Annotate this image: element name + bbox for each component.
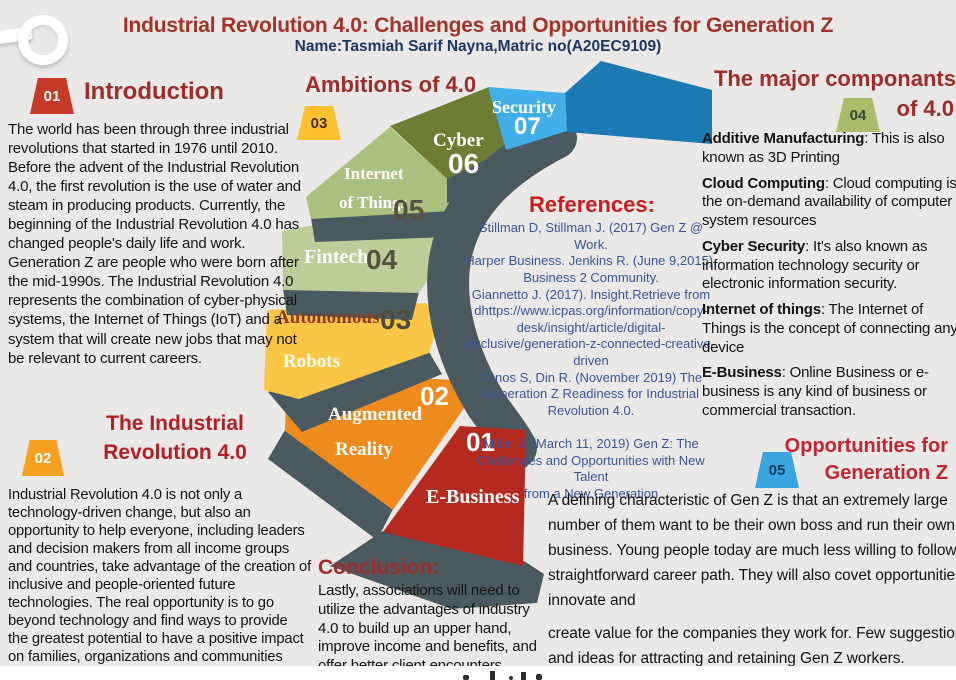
bottom-cutoff-text <box>521 672 526 680</box>
references-body: Stillman D, Stillman J. (2017) Gen Z @ W… <box>465 220 717 501</box>
components-heading-line2: of 4.0 <box>896 96 954 121</box>
step-cyber-face <box>390 87 508 179</box>
opportunities-para1: A defining characteristic of Gen Z is th… <box>548 492 956 610</box>
intro-body: The world has been through three industr… <box>8 121 301 367</box>
step-label-augmented: Augmented <box>328 404 422 425</box>
step-number-01: 01 <box>466 427 495 457</box>
bottom-cutoff-text <box>509 676 513 680</box>
step-label-robots: Robots <box>283 351 341 372</box>
components-heading-line1: The major componants <box>713 66 956 91</box>
stairs-diagram <box>264 61 712 609</box>
component-text: : Cloud computing is the on-demand avail… <box>702 174 956 230</box>
step-number-03: 03 <box>380 304 412 335</box>
stairs-top-landing <box>565 61 712 144</box>
ambitions-number-badge: 03 <box>297 106 341 140</box>
component-item-cybersecurity: Cyber Security: It's also known as infor… <box>702 238 956 294</box>
industrial-number-badge: 02 <box>22 440 64 476</box>
step-label-reality: Reality <box>335 439 394 460</box>
step-fintech-riser <box>283 289 419 320</box>
industrial-heading-line1: The Industrial <box>106 412 244 435</box>
step-ebusiness-shadow <box>330 531 544 609</box>
bottom-cutoff-text <box>536 674 542 680</box>
component-text: : Online Business or e-business is any k… <box>702 364 929 419</box>
step-label-security: Security <box>492 97 556 117</box>
component-label: Cloud Computing <box>702 174 825 192</box>
step-augmented-riser <box>268 430 393 540</box>
poster-canvas: Industrial Revolution 4.0: Challenges an… <box>0 0 956 666</box>
component-item-cloud: Cloud Computing: Cloud computing is the … <box>702 175 956 231</box>
conclusion-body: Lastly, associations will need to utiliz… <box>318 582 537 666</box>
step-number-06: 06 <box>448 148 480 179</box>
components-number-badge: 04 <box>836 98 880 132</box>
pin-icon <box>18 15 68 65</box>
step-autonomous-face <box>264 303 438 399</box>
bottom-cutoff-text <box>490 671 495 680</box>
intro-heading: Introduction <box>84 78 224 105</box>
step-iot-riser <box>311 210 452 242</box>
component-text: : It's also known as information technol… <box>702 237 928 293</box>
page-title: Industrial Revolution 4.0: Challenges an… <box>122 14 834 37</box>
step-label-ebusiness: E-Business <box>426 486 520 508</box>
ambitions-heading: Ambitions of 4.0 <box>305 72 477 97</box>
opportunities-para2: create value for the companies they work… <box>548 624 956 666</box>
step-number-07: 07 <box>514 113 541 140</box>
component-label: E-Business <box>702 364 782 382</box>
step-label-cyber: Cyber <box>433 130 484 151</box>
component-item-ebusiness: E-Business: Online Business or e-busines… <box>702 364 956 420</box>
opportunities-heading-line2: Generation Z <box>824 462 948 484</box>
step-label-fintech: Fintech <box>304 246 369 268</box>
step-label-internet: Internet <box>344 164 404 183</box>
conclusion-heading: Conclusion: <box>318 556 440 579</box>
step-iot-face <box>306 127 452 219</box>
components-list: Additive Manufacturing: This is also kno… <box>702 130 956 428</box>
step-security-riser <box>506 131 567 175</box>
component-item-additive: Additive Manufacturing: This is also kno… <box>702 130 956 168</box>
page-subtitle: Name:Tasmiah Sarif Nayna,Matric no(A20EC… <box>294 38 662 55</box>
step-ebusiness-face <box>383 426 526 566</box>
intro-number-badge: 01 <box>30 78 74 114</box>
step-number-05: 05 <box>393 194 425 225</box>
component-label: Internet of things <box>702 301 821 318</box>
bottom-cutoff-text <box>463 675 469 680</box>
industrial-heading-line2: Revolution 4.0 <box>103 441 247 464</box>
component-text: : The Internet of Things is the concept … <box>702 301 956 356</box>
industrial-body: Industrial Revolution 4.0 is not only a … <box>8 487 311 666</box>
step-label-of-things: of Things <box>339 193 408 212</box>
opportunities-number-badge: 05 <box>755 452 799 488</box>
component-item-iot: Internet of things: The Internet of Thin… <box>702 301 956 357</box>
step-number-02: 02 <box>420 381 449 411</box>
step-security-face <box>488 87 567 150</box>
opportunities-body: A defining characteristic of Gen Z is th… <box>548 488 956 666</box>
stairs-curved-band <box>427 117 577 469</box>
references-heading: References: <box>529 192 655 217</box>
step-autonomous-riser <box>268 352 442 432</box>
step-number-04: 04 <box>366 244 398 275</box>
component-text: : This is also known as 3D Printing <box>702 130 945 166</box>
component-label: Additive Manufacturing <box>702 130 865 147</box>
opportunities-heading-line1: Opportunities for <box>784 435 948 457</box>
component-label: Cyber Security <box>702 237 806 255</box>
step-label-autonomous: Autonomous <box>276 307 380 328</box>
